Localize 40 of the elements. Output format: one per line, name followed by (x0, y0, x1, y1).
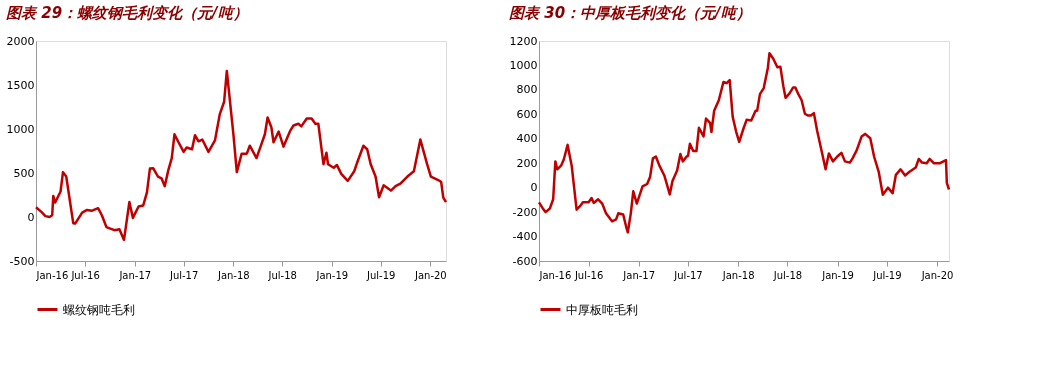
y-tick-label: 200 (516, 156, 538, 170)
y-tick-label: 1200 (509, 34, 538, 48)
y-tick-label: -400 (512, 230, 538, 244)
y-tick-label: 2000 (6, 34, 35, 48)
x-tick-label: Jan-16 (538, 269, 572, 281)
x-tick-label: Jul-19 (365, 269, 396, 281)
y-tick-label: 1000 (509, 58, 538, 72)
chart-title: 图表 29：螺纹钢毛利变化（元/吨） (6, 4, 248, 22)
x-tick-label: Jul-16 (573, 269, 604, 281)
x-tick-label: Jan-17 (622, 269, 656, 281)
y-tick-label: -500 (9, 254, 35, 268)
x-tick-label: Jan-17 (118, 269, 152, 281)
y-tick-label: 1000 (6, 122, 35, 136)
x-tick-label: Jan-20 (413, 269, 447, 281)
line-series (34, 69, 448, 242)
y-tick-label: 0 (27, 210, 35, 224)
legend-label: 螺纹钢吨毛利 (63, 302, 135, 317)
x-tick-label: Jul-17 (673, 269, 703, 281)
chart-title: 图表 30：中厚板毛利变化（元/吨） (509, 4, 751, 22)
y-tick-label: 1500 (6, 78, 35, 92)
line-series (537, 51, 951, 234)
x-tick-label: Jul-19 (872, 269, 902, 281)
x-tick-label: Jan-20 (920, 269, 954, 281)
x-tick-label: Jul-18 (772, 269, 803, 281)
y-tick-label: 500 (13, 166, 35, 180)
y-tick-label: -200 (512, 205, 538, 219)
y-tick-label: 600 (516, 107, 538, 121)
y-tick-label: 0 (530, 181, 538, 195)
x-tick-label: Jan-16 (35, 269, 69, 281)
y-tick-label: 800 (516, 83, 538, 97)
x-tick-label: Jan-18 (721, 269, 755, 281)
x-tick-label: Jan-19 (821, 269, 854, 281)
legend-label: 中厚板吨毛利 (566, 302, 638, 317)
x-tick-label: Jan-18 (216, 269, 250, 281)
y-tick-label: -600 (512, 254, 538, 268)
y-tick-label: 400 (516, 132, 538, 146)
x-tick-label: Jul-17 (168, 269, 199, 281)
x-tick-label: Jul-18 (267, 269, 297, 281)
x-tick-label: Jan-19 (315, 269, 349, 281)
x-tick-label: Jul-16 (70, 269, 100, 281)
